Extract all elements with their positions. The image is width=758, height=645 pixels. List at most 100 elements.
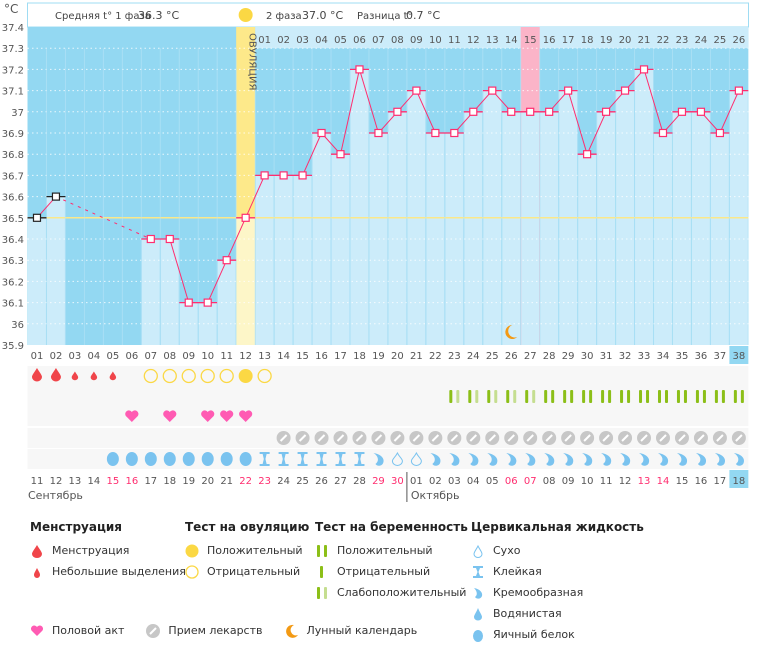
ovulation-test-negative-icon — [162, 368, 177, 384]
pill-icon-stroke — [621, 434, 629, 442]
pill-icon-stroke — [735, 434, 743, 442]
unit-label: °C — [4, 2, 18, 16]
pill-icon-stroke — [412, 434, 421, 442]
pill-icon-stroke — [697, 434, 705, 442]
date-label: 05 — [486, 476, 499, 487]
temperature-point — [734, 86, 743, 95]
pregnancy-test-positive-icon — [627, 390, 631, 403]
legend-item: Водянистая — [493, 607, 562, 620]
y-tick-label: 36.7 — [2, 171, 24, 182]
temperature-point — [355, 65, 364, 74]
phase2-day-label: 07 — [372, 35, 385, 46]
legend-item: Клейкая — [493, 565, 542, 578]
temperature-line-segment — [226, 217, 247, 261]
ovulation-sun-icon — [238, 8, 253, 22]
temperature-point — [488, 86, 497, 95]
temperature-bar — [331, 154, 350, 345]
small-drop-icon — [30, 566, 44, 578]
moon-icon — [505, 325, 518, 339]
temperature-bar — [369, 133, 388, 345]
cycle-day-label: 08 — [163, 351, 176, 362]
creamy-icon — [430, 453, 441, 466]
cycle-day-label: 27 — [524, 351, 537, 362]
moon-icon — [285, 624, 299, 638]
pregnancy-test-weak-icon — [513, 390, 517, 403]
y-tick-label: 37 — [11, 108, 24, 119]
temperature-point — [431, 128, 440, 138]
y-tick-label: 36.9 — [2, 129, 24, 140]
date-label: 06 — [505, 476, 518, 487]
creamy-icon — [639, 453, 650, 466]
creamy-icon — [582, 453, 593, 466]
temperature-bar — [312, 133, 331, 345]
date-label: 19 — [182, 476, 195, 487]
temperature-line-segment — [245, 175, 266, 219]
phase2-day-label: 06 — [353, 35, 366, 46]
legend-ovulation: Тест на овуляцию Положительный Отрицател… — [185, 520, 309, 582]
date-label: 20 — [201, 476, 214, 487]
temperature-line-segment — [169, 238, 190, 303]
pregnancy-test-positive-icon — [551, 390, 555, 403]
temperature-point — [393, 107, 402, 116]
date-label: 17 — [144, 476, 157, 487]
cycle-day-label: 07 — [144, 351, 157, 362]
temperature-point — [564, 86, 573, 95]
temperature-line-segment — [207, 259, 228, 303]
legend-item: Половой акт — [52, 624, 125, 637]
cycle-day-label: 12 — [239, 351, 252, 362]
two-lines-icon — [315, 544, 329, 558]
legend-item: Отрицательный — [207, 565, 301, 578]
cycle-day-label: 30 — [581, 351, 594, 362]
y-tick-label: 36.1 — [2, 299, 24, 310]
phase2-day-label: 02 — [277, 35, 290, 46]
legend-item: Прием лекарств — [168, 624, 263, 637]
creamy-icon — [714, 453, 726, 466]
cycle-day-label: 09 — [182, 351, 195, 362]
menstruation-drop-icon — [50, 368, 61, 382]
sticky-icon — [297, 452, 308, 466]
sticky-icon — [278, 452, 289, 466]
date-label: 12 — [50, 476, 63, 487]
date-label: 02 — [429, 476, 442, 487]
temperature-bar — [160, 239, 179, 345]
date-label: 18 — [733, 476, 746, 487]
pill-icon-stroke — [279, 434, 288, 442]
pregnancy-test-positive-icon — [702, 390, 706, 403]
icon-row-background — [27, 366, 749, 386]
phase2-day-label: 21 — [638, 35, 651, 46]
temperature-point — [450, 128, 459, 138]
cycle-day-label: 36 — [695, 351, 708, 362]
date-label: 26 — [315, 476, 328, 487]
date-label: 07 — [524, 476, 537, 487]
weak-lines-icon — [315, 586, 329, 600]
pregnancy-test-positive-icon — [608, 390, 612, 403]
phase2-day-label: 26 — [733, 35, 746, 46]
date-label: 09 — [562, 476, 575, 487]
pill-icon-stroke — [716, 434, 724, 442]
pill-icon-stroke — [526, 434, 534, 442]
egg-white-icon — [201, 452, 214, 466]
ovulation-test-negative-icon — [181, 368, 196, 384]
date-label: 27 — [334, 476, 347, 487]
date-label: 21 — [220, 476, 233, 487]
pill-icon-stroke — [469, 434, 478, 442]
temperature-line-segment — [55, 196, 152, 240]
date-label: 12 — [619, 476, 632, 487]
temperature-point — [639, 65, 649, 74]
phase2-value: 37.0 °C — [302, 9, 343, 22]
temperature-point — [374, 128, 383, 138]
pregnancy-test-weak-icon — [525, 390, 529, 403]
creamy-icon — [506, 453, 517, 466]
temperature-bar — [46, 196, 65, 345]
cycle-day-label: 05 — [106, 351, 119, 362]
dry-icon — [471, 544, 485, 558]
ovulation-test-negative-icon — [257, 368, 272, 384]
pregnancy-test-weak-icon — [468, 390, 472, 403]
temperature-bar — [179, 302, 198, 345]
creamy-icon — [733, 453, 745, 466]
pregnancy-test-positive-icon — [544, 390, 548, 403]
egg-white-icon — [125, 452, 138, 466]
date-label: 29 — [372, 476, 385, 487]
phase2-day-label: 24 — [695, 35, 708, 46]
pill-icon — [146, 623, 161, 638]
